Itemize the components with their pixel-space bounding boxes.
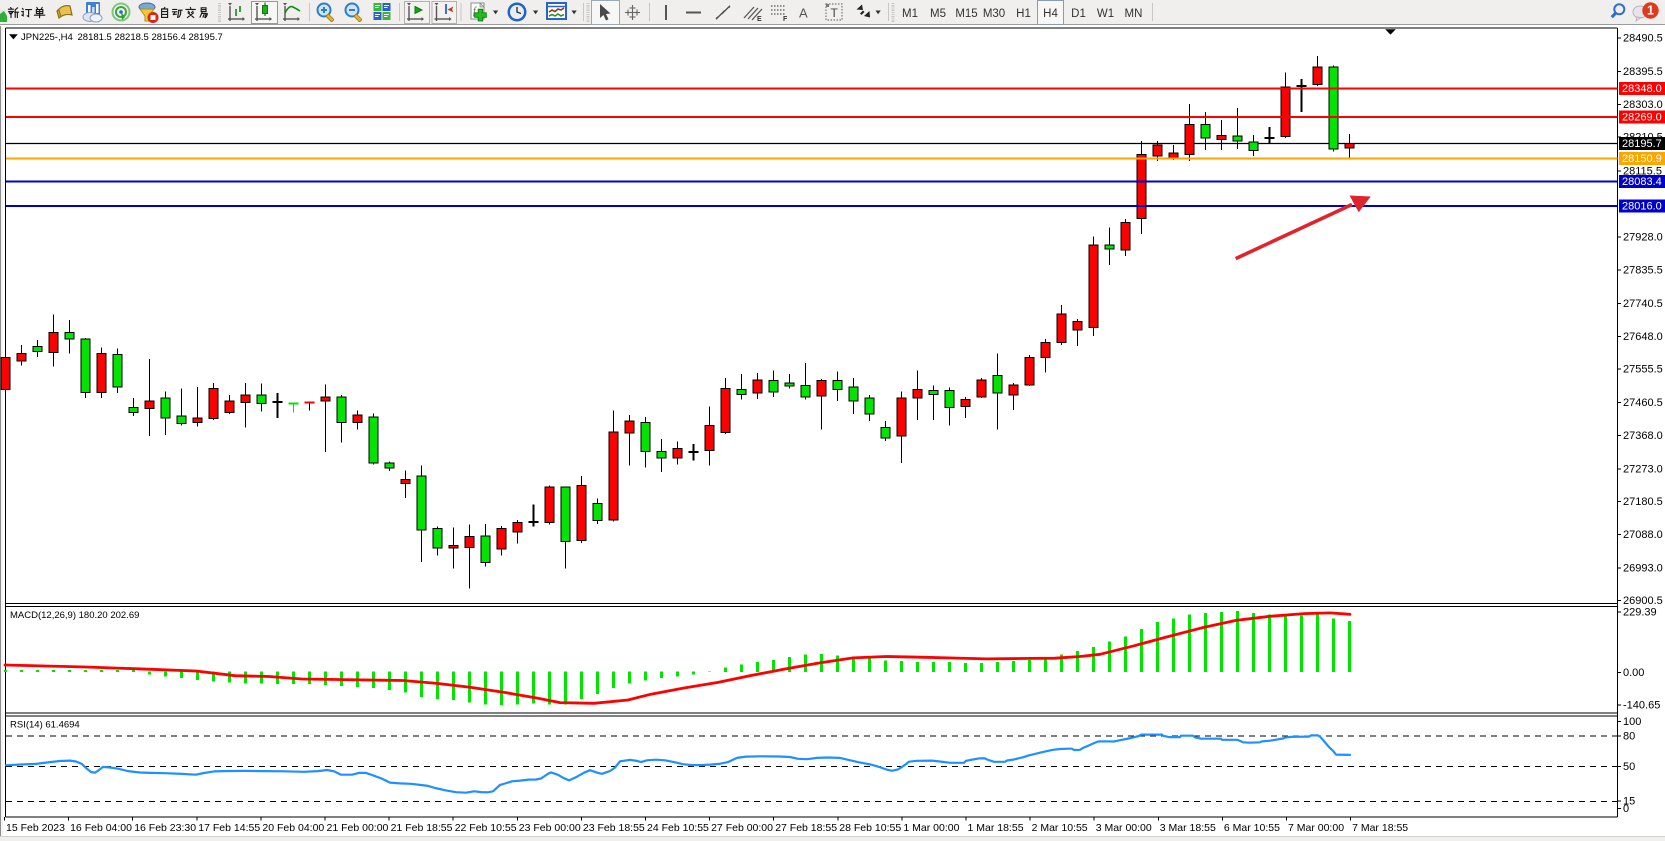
- svg-text:27835.5: 27835.5: [1623, 264, 1663, 276]
- svg-text:MACD(12,26,9) 180.20 202.69: MACD(12,26,9) 180.20 202.69: [10, 610, 139, 621]
- svg-text:1 Mar 18:55: 1 Mar 18:55: [968, 822, 1024, 834]
- svg-text:D1: D1: [1071, 8, 1086, 20]
- svg-text:27088.0: 27088.0: [1623, 529, 1663, 541]
- svg-text:MN: MN: [1125, 8, 1143, 20]
- svg-text:16 Feb 23:30: 16 Feb 23:30: [134, 822, 196, 834]
- svg-text:M5: M5: [930, 8, 946, 20]
- svg-text:M15: M15: [955, 8, 977, 20]
- svg-text:28181.5 28218.5 28156.4 28195.: 28181.5 28218.5 28156.4 28195.7: [78, 32, 223, 43]
- svg-text:21 Feb 18:55: 21 Feb 18:55: [391, 822, 453, 834]
- svg-text:28016.0: 28016.0: [1622, 200, 1662, 212]
- svg-text:22 Feb 10:55: 22 Feb 10:55: [455, 822, 517, 834]
- svg-text:3 Mar 18:55: 3 Mar 18:55: [1160, 822, 1216, 834]
- svg-text:28303.0: 28303.0: [1623, 99, 1663, 111]
- svg-text:1: 1: [1647, 4, 1654, 18]
- svg-text:16 Feb 04:00: 16 Feb 04:00: [70, 822, 132, 834]
- svg-text:E: E: [757, 16, 762, 23]
- svg-text:15: 15: [1623, 795, 1635, 807]
- svg-text:23 Feb 00:00: 23 Feb 00:00: [519, 822, 581, 834]
- svg-text:JPN225-,H4: JPN225-,H4: [21, 32, 73, 43]
- svg-text:27180.5: 27180.5: [1623, 496, 1663, 508]
- svg-text:T: T: [831, 6, 839, 20]
- svg-text:0: 0: [1623, 803, 1629, 815]
- svg-text:15 Feb 2023: 15 Feb 2023: [6, 822, 65, 834]
- svg-text:M30: M30: [983, 8, 1005, 20]
- svg-text:27555.5: 27555.5: [1623, 364, 1663, 376]
- svg-text:0.00: 0.00: [1623, 667, 1644, 679]
- svg-text:28395.5: 28395.5: [1623, 66, 1663, 78]
- svg-text:28 Feb 10:55: 28 Feb 10:55: [839, 822, 901, 834]
- svg-text:21 Feb 00:00: 21 Feb 00:00: [327, 822, 389, 834]
- svg-text:50: 50: [1623, 761, 1635, 773]
- svg-text:27740.5: 27740.5: [1623, 298, 1663, 310]
- svg-text:H4: H4: [1043, 8, 1058, 20]
- svg-text:RSI(14) 61.4694: RSI(14) 61.4694: [10, 720, 80, 731]
- svg-text:27460.5: 27460.5: [1623, 397, 1663, 409]
- svg-text:2 Mar 10:55: 2 Mar 10:55: [1032, 822, 1088, 834]
- svg-text:1 Mar 00:00: 1 Mar 00:00: [903, 822, 959, 834]
- svg-text:28083.4: 28083.4: [1622, 176, 1662, 188]
- svg-text:28115.5: 28115.5: [1623, 165, 1662, 177]
- svg-text:M1: M1: [902, 8, 918, 20]
- svg-text:28348.0: 28348.0: [1622, 83, 1662, 95]
- svg-text:80: 80: [1623, 730, 1635, 742]
- svg-text:27648.0: 27648.0: [1623, 331, 1663, 343]
- svg-text:A: A: [799, 6, 808, 21]
- svg-text:17 Feb 14:55: 17 Feb 14:55: [198, 822, 260, 834]
- svg-text:27273.0: 27273.0: [1623, 463, 1663, 475]
- svg-text:28269.0: 28269.0: [1622, 112, 1662, 124]
- svg-text:27368.0: 27368.0: [1623, 430, 1663, 442]
- svg-text:23 Feb 18:55: 23 Feb 18:55: [583, 822, 645, 834]
- svg-text:26900.5: 26900.5: [1623, 595, 1663, 607]
- svg-text:F: F: [783, 16, 788, 23]
- svg-text:100: 100: [1623, 716, 1641, 728]
- svg-text:27928.0: 27928.0: [1623, 232, 1663, 244]
- svg-text:27 Feb 18:55: 27 Feb 18:55: [775, 822, 837, 834]
- svg-text:7 Mar 18:55: 7 Mar 18:55: [1352, 822, 1408, 834]
- svg-text:H1: H1: [1016, 8, 1031, 20]
- svg-text:28195.7: 28195.7: [1622, 138, 1662, 150]
- svg-text:7 Mar 00:00: 7 Mar 00:00: [1288, 822, 1344, 834]
- svg-text:f: f: [473, 6, 477, 17]
- svg-text:20 Feb 04:00: 20 Feb 04:00: [262, 822, 324, 834]
- svg-text:W1: W1: [1097, 8, 1114, 20]
- svg-text:28150.9: 28150.9: [1622, 153, 1662, 165]
- svg-text:24 Feb 10:55: 24 Feb 10:55: [647, 822, 709, 834]
- svg-text:3 Mar 00:00: 3 Mar 00:00: [1096, 822, 1152, 834]
- svg-text:27 Feb 00:00: 27 Feb 00:00: [711, 822, 773, 834]
- svg-text:6 Mar 10:55: 6 Mar 10:55: [1224, 822, 1280, 834]
- svg-text:26993.0: 26993.0: [1623, 563, 1663, 575]
- svg-text:229.39: 229.39: [1623, 607, 1657, 619]
- svg-text:-140.65: -140.65: [1623, 700, 1660, 712]
- svg-text:28490.5: 28490.5: [1623, 33, 1663, 45]
